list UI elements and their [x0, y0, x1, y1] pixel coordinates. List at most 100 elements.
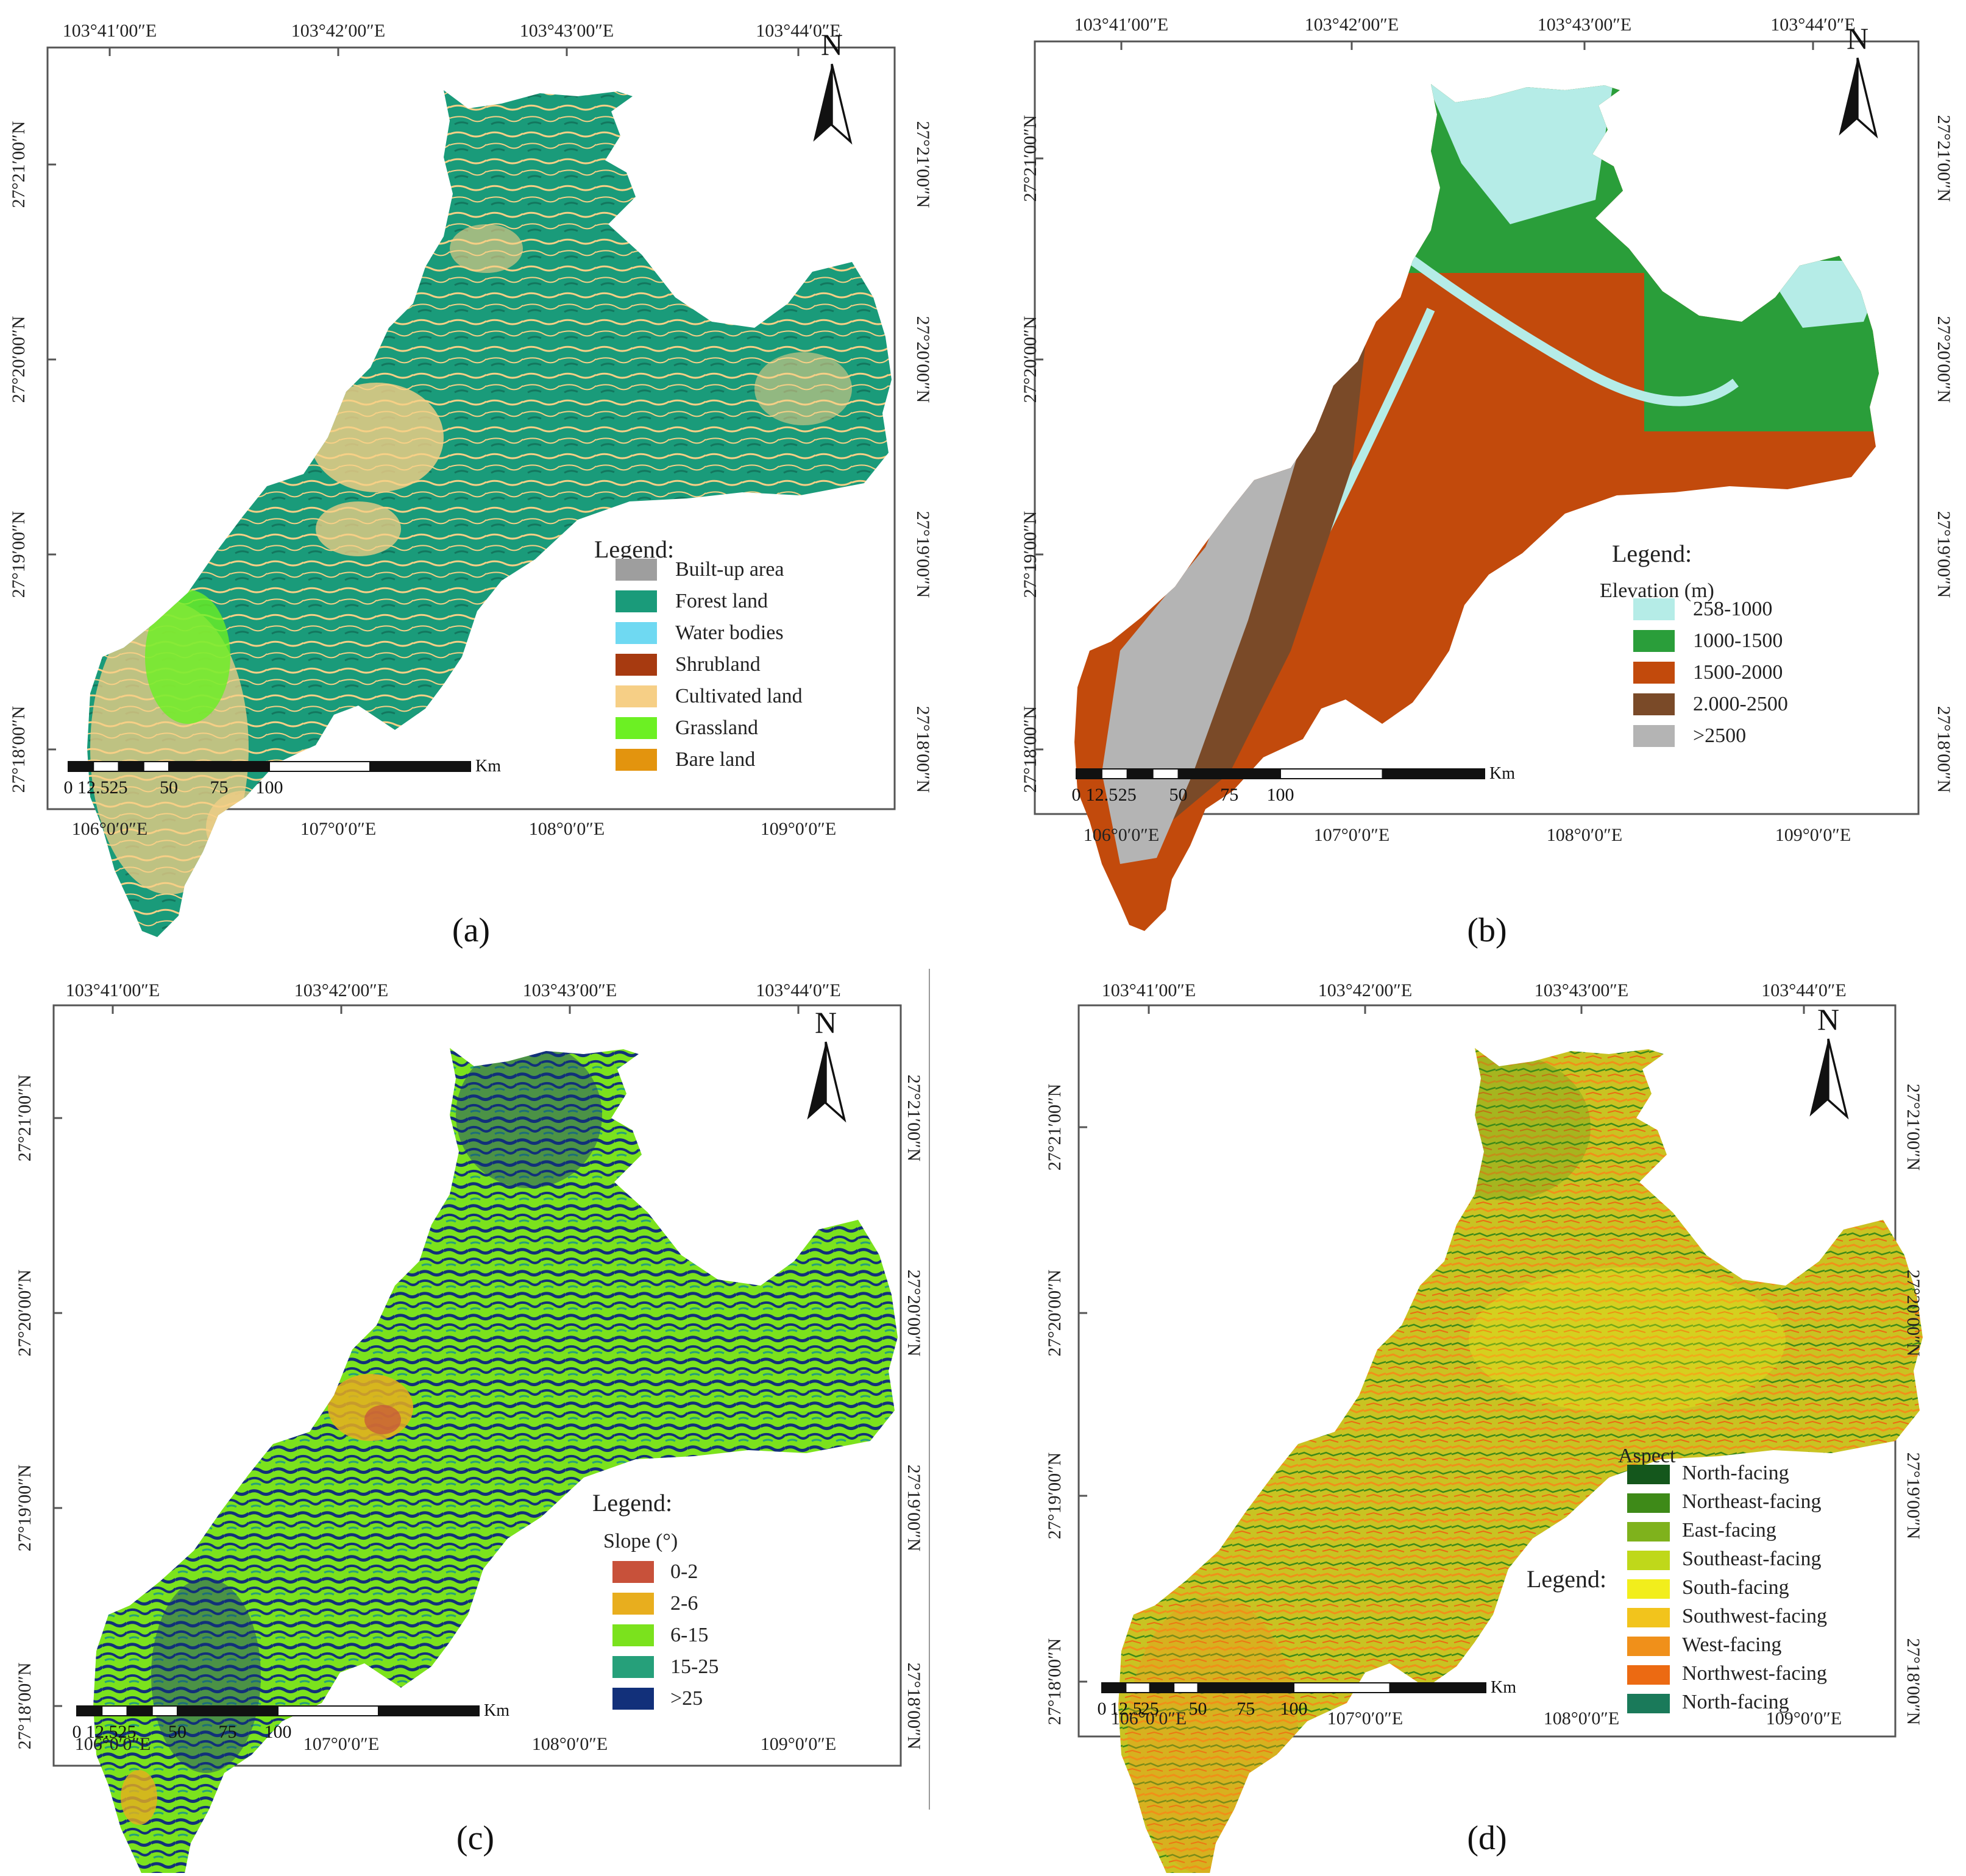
- legend-item-label: North-facing: [1682, 1462, 1789, 1484]
- legend-item-label: 15-25: [670, 1655, 719, 1678]
- top-longitude-label: 103°43′00″E: [520, 21, 614, 41]
- scale-bar-segment: [1173, 1682, 1199, 1693]
- legend-item-label: Northwest-facing: [1682, 1662, 1827, 1685]
- bottom-longitude-label: 109°0′0″E: [761, 1734, 836, 1754]
- scale-bar-segment: [168, 761, 270, 772]
- scale-bar-segment: [1389, 1682, 1486, 1693]
- panel-b-elevation-map: [1034, 40, 1920, 931]
- legend-swatch: [616, 559, 657, 581]
- scale-bar-tick-label: 0: [73, 1722, 82, 1742]
- left-latitude-label: 27°21′00″N: [9, 121, 29, 208]
- legend-item-label: Forest land: [675, 590, 768, 612]
- right-latitude-label: 27°20′00″N: [1903, 1270, 1923, 1357]
- north-arrow-icon: [806, 1041, 846, 1121]
- legend-swatch: [1627, 1579, 1670, 1599]
- legend-swatch: [612, 1624, 654, 1646]
- right-latitude-label: 27°18′00″N: [904, 1663, 924, 1750]
- legend-title: Legend:: [594, 536, 674, 563]
- legend: Legend: Elevation (m)258-1000 1000-1500 150…: [1600, 540, 1788, 747]
- panel-label: (b): [1467, 911, 1506, 949]
- panel-2-annotations: 103°41′00″E 103°42′00″E 103°43′00″E 103°44′…: [1020, 15, 1954, 949]
- slope-patches: [121, 1048, 602, 1825]
- legend-item-label: 258-1000: [1693, 598, 1772, 620]
- top-longitude-label: 103°41′00″E: [1102, 980, 1196, 1000]
- scale-bar-segment: [277, 1705, 379, 1716]
- left-latitude-label: 27°21′00″N: [1045, 1084, 1065, 1171]
- scale-bar-tick-label: 12.5: [77, 777, 110, 798]
- scale-bar-tick-label: 25: [1118, 785, 1137, 805]
- scale-bar-segment: [76, 1705, 103, 1716]
- right-latitude-label: 27°21′00″N: [904, 1075, 924, 1162]
- scale-bar-segment: [101, 1705, 128, 1716]
- scale-bar-tick-label: 50: [1189, 1699, 1207, 1719]
- bottom-longitude-label: 109°0′0″E: [1775, 825, 1851, 845]
- north-arrow-icon: [1837, 57, 1878, 137]
- right-latitude-label: 27°20′00″N: [913, 316, 933, 403]
- panel-d-aspect-map: [1077, 1004, 1923, 1876]
- legend-item-label: 1500-2000: [1693, 661, 1783, 684]
- scale-bar-unit: Km: [1489, 764, 1515, 783]
- north-label: N: [815, 1005, 837, 1039]
- legend-subtitle: Elevation (m): [1600, 579, 1714, 602]
- left-latitude-label: 27°18′00″N: [15, 1663, 35, 1750]
- scale-bar-tick-label: 0: [1072, 785, 1081, 805]
- right-latitude-label: 27°21′00″N: [913, 121, 933, 208]
- legend-title: Legend:: [1527, 1565, 1606, 1593]
- legend-item-label: 0-2: [670, 1560, 698, 1583]
- left-latitude-label: 27°20′00″N: [9, 316, 29, 403]
- scale-bar-segment: [143, 761, 169, 772]
- bottom-longitude-label: 109°0′0″E: [1766, 1708, 1842, 1729]
- scale-bar-unit: Km: [484, 1701, 509, 1720]
- top-longitude-label: 103°41′00″E: [1074, 15, 1168, 35]
- scale-bar-segment: [1149, 1682, 1175, 1693]
- bottom-longitude-label: 109°0′0″E: [761, 819, 836, 839]
- top-longitude-label: 103°41′00″E: [63, 21, 157, 41]
- scale-bar-tick-label: 75: [1237, 1699, 1255, 1719]
- legend-swatch: [1633, 630, 1675, 652]
- legend-item-label: South-facing: [1682, 1576, 1789, 1599]
- bottom-longitude-label: 108°0′0″E: [532, 1734, 608, 1754]
- scale-bar-segment: [1197, 1682, 1294, 1693]
- top-longitude-label: 103°43′00″E: [523, 980, 617, 1000]
- scale-bar-tick-label: 100: [1280, 1699, 1308, 1719]
- right-latitude-label: 27°21′00″N: [1903, 1084, 1923, 1171]
- panel-a-land-use-map: [46, 46, 896, 937]
- left-latitude-label: 27°18′00″N: [9, 706, 29, 793]
- legend-swatch: [612, 1593, 654, 1615]
- legend-swatch: [1627, 1465, 1670, 1484]
- bottom-longitude-label: 108°0′0″E: [1547, 825, 1622, 845]
- right-latitude-label: 27°19′00″N: [1934, 511, 1954, 598]
- legend-swatch: [1633, 662, 1675, 684]
- legend-item-label: Northeast-facing: [1682, 1490, 1821, 1513]
- scale-bar-tick-label: 50: [160, 777, 178, 798]
- legend: Legend: Aspect North-facing Northeast-facin…: [1527, 1445, 1827, 1713]
- legend-swatch: [616, 622, 657, 644]
- scale-bar-segment: [1125, 1682, 1151, 1693]
- legend-item-label: Shrubland: [675, 653, 761, 676]
- north-label: N: [821, 27, 843, 62]
- scale-bar-segment: [1101, 768, 1128, 779]
- scale-bar-tick-label: 25: [118, 1722, 137, 1742]
- right-latitude-label: 27°18′00″N: [913, 706, 933, 793]
- scale-bar-tick-label: 100: [264, 1722, 292, 1742]
- map-frame: [46, 46, 896, 810]
- right-latitude-label: 27°19′00″N: [904, 1465, 924, 1552]
- legend-item-label: West-facing: [1682, 1634, 1781, 1656]
- scale-bar-segment: [151, 1705, 178, 1716]
- scale-bar-segment: [68, 761, 94, 772]
- top-longitude-label: 103°44′0″E: [756, 980, 840, 1000]
- scale-bar-segment: [93, 761, 119, 772]
- legend-swatch: [1627, 1694, 1670, 1713]
- left-latitude-label: 27°21′00″N: [15, 1075, 35, 1162]
- top-longitude-label: 103°44′0″E: [756, 21, 840, 41]
- panel-1-annotations: 103°41′00″E 103°42′00″E 103°43′00″E 103°44′…: [9, 21, 933, 949]
- right-latitude-label: 27°18′00″N: [1934, 706, 1954, 793]
- panel-c-slope-map: [52, 1004, 902, 1876]
- legend-item-label: Southeast-facing: [1682, 1548, 1822, 1570]
- panel-label: (c): [456, 1819, 494, 1857]
- scale-bar-tick-label: 75: [210, 777, 229, 798]
- scale-bar-tick-label: 12.5: [86, 1722, 118, 1742]
- map-frame: [52, 1004, 902, 1767]
